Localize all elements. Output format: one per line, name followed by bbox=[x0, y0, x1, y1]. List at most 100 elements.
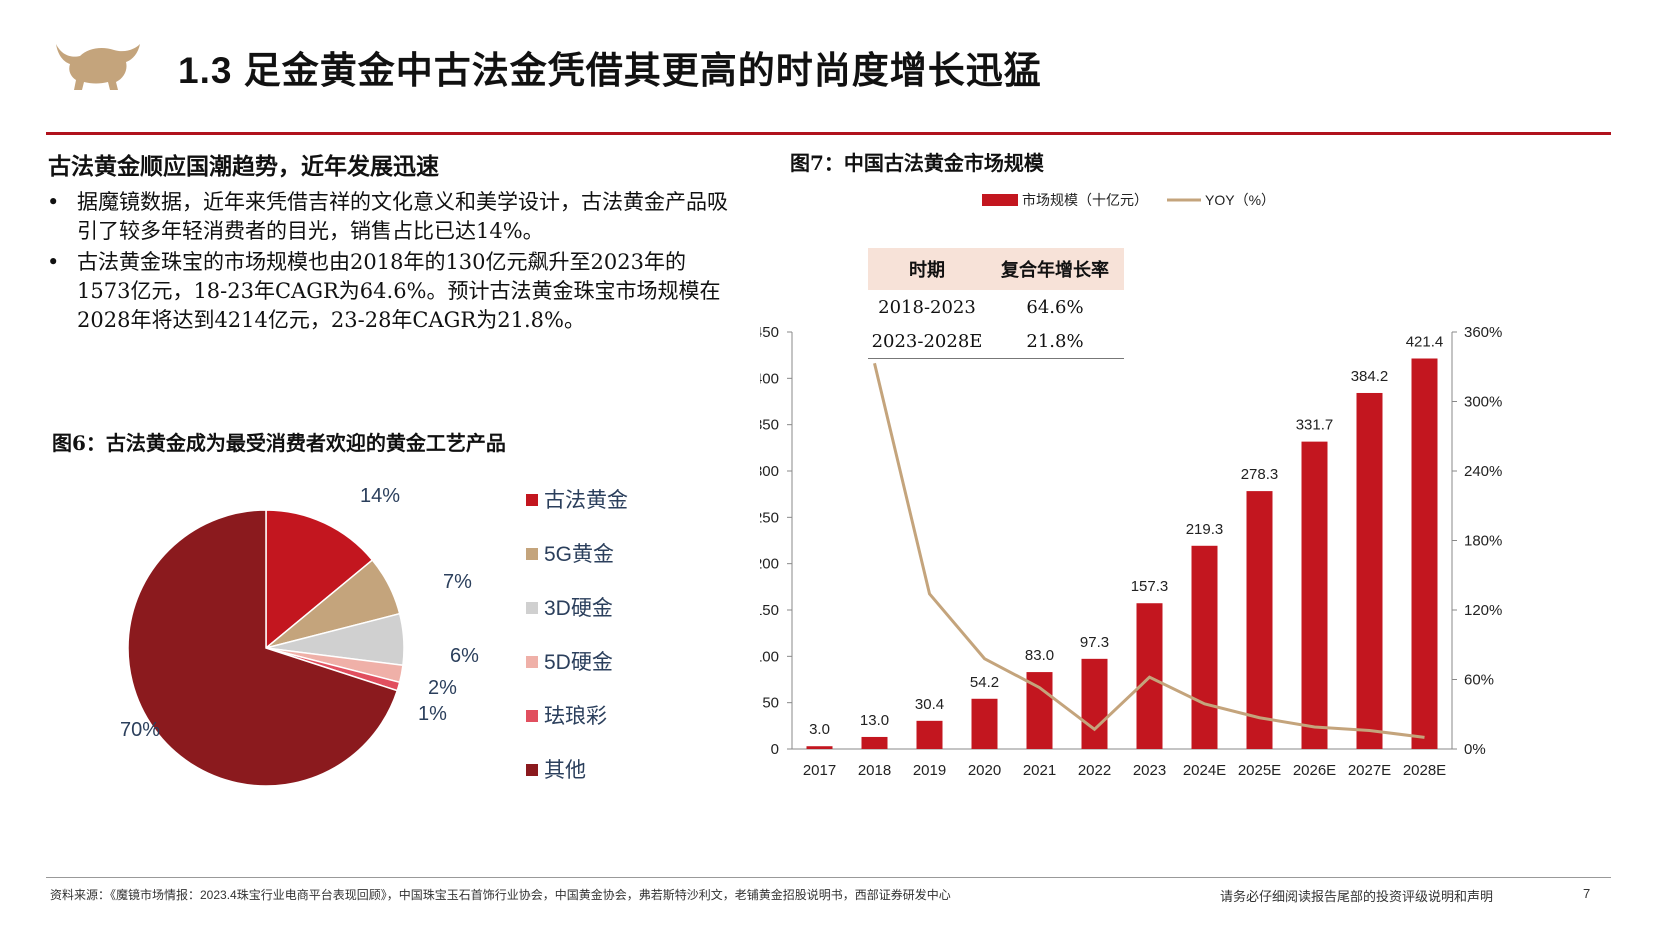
left-axis-tick-label: 350 bbox=[760, 417, 779, 434]
pie-slice-label: 2% bbox=[428, 677, 457, 699]
legend-swatch-bar bbox=[982, 194, 1018, 206]
bar bbox=[861, 736, 888, 749]
legend-label: 3D硬金 bbox=[544, 597, 613, 620]
legend-swatch bbox=[526, 494, 538, 506]
x-axis-tick-label: 2028E bbox=[1403, 762, 1446, 779]
legend-label: 古法黄金 bbox=[544, 489, 628, 512]
right-axis-tick-label: 300% bbox=[1464, 394, 1502, 411]
footer-source: 资料来源：《魔镜市场情报：2023.4珠宝行业电商平台表现回顾》，中国珠宝玉石首… bbox=[50, 888, 951, 902]
cagr-cell: 2018-2023 bbox=[878, 296, 976, 318]
cagr-cell: 2023-2028E bbox=[871, 330, 983, 352]
fig7-title: 图7：中国古法黄金市场规模 bbox=[790, 151, 1044, 175]
x-axis-tick-label: 2024E bbox=[1183, 762, 1226, 779]
left-axis-tick-label: 0 bbox=[771, 741, 779, 758]
legend-label: 其他 bbox=[544, 759, 586, 782]
market-size-chart: 0 50 100 150 200 250 300 350 400 450 0% 60% 120% 180%… bbox=[760, 192, 1502, 779]
left-axis-tick-label: 400 bbox=[760, 370, 779, 387]
bar-value-label: 3.0 bbox=[809, 721, 830, 738]
bar-value-label: 97.3 bbox=[1080, 634, 1109, 651]
bar-value-label: 278.3 bbox=[1241, 466, 1279, 483]
right-axis-tick-label: 0% bbox=[1464, 741, 1486, 758]
bar bbox=[1356, 392, 1383, 749]
pie-slice-label: 70% bbox=[120, 719, 160, 741]
left-axis-tick-label: 150 bbox=[760, 602, 779, 619]
bar-value-label: 384.2 bbox=[1351, 368, 1389, 385]
bull-logo bbox=[56, 44, 140, 90]
fig6-title: 图6：古法黄金成为最受消费者欢迎的黄金工艺产品 bbox=[52, 431, 506, 455]
cagr-table: 时期 复合年增长率 2018-2023 64.6% 2023-2028E 21.… bbox=[868, 248, 1124, 359]
legend-label: 5D硬金 bbox=[544, 651, 613, 674]
x-axis-tick-label: 2025E bbox=[1238, 762, 1281, 779]
left-axis-tick-label: 250 bbox=[760, 509, 779, 526]
cagr-header-period: 时期 bbox=[909, 260, 945, 281]
x-axis-tick-label: 2020 bbox=[968, 762, 1001, 779]
bar bbox=[1191, 545, 1218, 749]
x-axis-tick-label: 2023 bbox=[1133, 762, 1166, 779]
title-divider bbox=[46, 132, 1611, 135]
yoy-line bbox=[873, 362, 1425, 739]
legend-label: 5G黄金 bbox=[544, 543, 614, 566]
legend-label-bar: 市场规模（十亿元） bbox=[1022, 192, 1148, 208]
bar-value-label: 13.0 bbox=[860, 712, 889, 729]
bullet-item: 古法黄金珠宝的市场规模也由2018年的130亿元飙升至2023年的 1573亿元… bbox=[44, 248, 744, 335]
bar-value-label: 30.4 bbox=[915, 696, 944, 713]
section-heading: 古法黄金顺应国潮趋势，近年发展迅速 bbox=[48, 153, 439, 180]
bullet-item: 据魔镜数据，近年来凭借吉祥的文化意义和美学设计，古法黄金产品吸引了较多年轻消费者… bbox=[44, 188, 744, 246]
bar bbox=[806, 746, 833, 749]
cagr-cell: 64.6% bbox=[1026, 296, 1084, 318]
right-axis-tick-label: 360% bbox=[1464, 324, 1502, 341]
x-axis-tick-label: 2019 bbox=[913, 762, 946, 779]
bar bbox=[1026, 672, 1053, 749]
right-axis-tick-label: 60% bbox=[1464, 672, 1494, 689]
legend-swatch bbox=[526, 656, 538, 668]
legend-swatch bbox=[526, 710, 538, 722]
bar-value-label: 421.4 bbox=[1406, 334, 1444, 351]
pie-slice bbox=[127, 509, 399, 787]
bullet-list: 据魔镜数据，近年来凭借吉祥的文化意义和美学设计，古法黄金产品吸引了较多年轻消费者… bbox=[44, 188, 744, 337]
bar bbox=[1411, 358, 1438, 749]
legend-swatch bbox=[526, 548, 538, 560]
legend-swatch bbox=[526, 764, 538, 776]
x-axis-tick-label: 2017 bbox=[803, 762, 836, 779]
pie-slice-label: 6% bbox=[450, 645, 479, 667]
page-title: 1.3 足金黄金中古法金凭借其更高的时尚度增长迅猛 bbox=[178, 50, 1042, 91]
left-axis-tick-label: 50 bbox=[762, 695, 779, 712]
x-axis-tick-label: 2027E bbox=[1348, 762, 1391, 779]
bar-value-label: 54.2 bbox=[970, 674, 999, 691]
footer-disclaimer: 请务必仔细阅读报告尾部的投资评级说明和声明 bbox=[1220, 889, 1494, 904]
right-axis-tick-label: 240% bbox=[1464, 463, 1502, 480]
bar bbox=[916, 720, 943, 749]
pie-slice-label: 14% bbox=[360, 485, 400, 507]
bar bbox=[1301, 441, 1328, 749]
cagr-table-row: 2018-2023 64.6% bbox=[868, 290, 1124, 324]
pie-slice bbox=[265, 509, 374, 650]
left-axis-tick-label: 450 bbox=[760, 324, 779, 341]
left-axis-tick-label: 100 bbox=[760, 648, 779, 665]
x-axis-tick-label: 2022 bbox=[1078, 762, 1111, 779]
legend-label: 珐琅彩 bbox=[544, 705, 607, 728]
legend-swatch bbox=[526, 602, 538, 614]
bar bbox=[1081, 658, 1108, 749]
x-axis-tick-label: 2021 bbox=[1023, 762, 1056, 779]
right-axis-tick-label: 180% bbox=[1464, 533, 1502, 550]
x-axis-tick-label: 2026E bbox=[1293, 762, 1336, 779]
footer-divider bbox=[46, 877, 1611, 878]
bar-value-label: 83.0 bbox=[1025, 647, 1054, 664]
bar-value-label: 157.3 bbox=[1131, 578, 1169, 595]
left-axis-tick-label: 200 bbox=[760, 556, 779, 573]
cagr-table-header: 时期 复合年增长率 bbox=[868, 248, 1124, 290]
pie-slice-label: 1% bbox=[418, 703, 447, 725]
cagr-cell: 21.8% bbox=[1026, 330, 1084, 352]
pie-chart: 14% 古法黄金 7% 5G黄金 6% 3D硬金 2% 5D硬金 1% 珐琅彩 70% 其他 bbox=[120, 485, 628, 787]
legend-label-line: YOY（%） bbox=[1205, 192, 1275, 208]
pie-slice-label: 7% bbox=[443, 571, 472, 593]
bar-value-label: 219.3 bbox=[1186, 521, 1224, 538]
right-axis-tick-label: 120% bbox=[1464, 602, 1502, 619]
x-axis-tick-label: 2018 bbox=[858, 762, 891, 779]
bar bbox=[1246, 491, 1273, 749]
bar-value-label: 331.7 bbox=[1296, 417, 1334, 434]
cagr-table-row: 2023-2028E 21.8% bbox=[868, 324, 1124, 359]
bar bbox=[971, 698, 998, 749]
page-number: 7 bbox=[1583, 886, 1591, 901]
left-axis-tick-label: 300 bbox=[760, 463, 779, 480]
